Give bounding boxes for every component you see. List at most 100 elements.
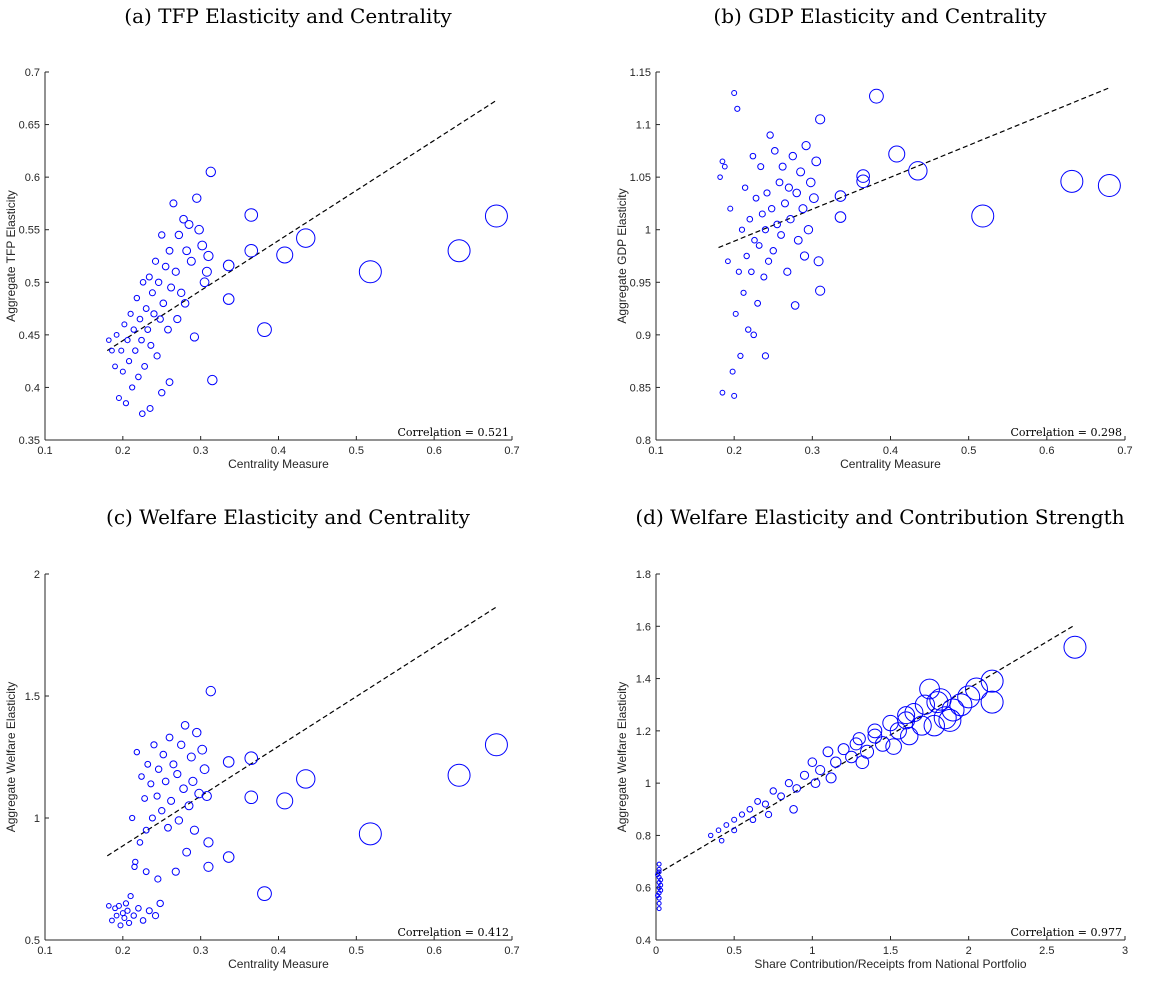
data-point	[159, 750, 168, 759]
data-point	[743, 252, 750, 260]
data-point	[296, 769, 316, 789]
data-point	[825, 772, 837, 784]
x-tick-label: 0.2	[115, 445, 130, 457]
data-point	[151, 912, 160, 920]
data-point	[173, 769, 182, 779]
data-point	[186, 256, 196, 266]
chart-a: 0.1 0.2 0.3 0.4 0.5 0.6 0.7 0.35 0.4 0.45 0.5 0.55 0…	[4, 67, 520, 471]
data-point	[807, 757, 818, 768]
data-point	[276, 246, 294, 264]
data-point	[783, 267, 792, 276]
x-tick-label: 0.6	[427, 945, 442, 957]
data-point	[174, 230, 184, 240]
data-point	[914, 694, 935, 715]
data-point	[725, 258, 731, 265]
x-axis-label-d: Share Contribution/Receipts from Nationa…	[754, 957, 1026, 971]
data-point	[189, 825, 200, 835]
data-point	[484, 204, 508, 228]
data-point	[656, 906, 662, 912]
data-point	[203, 250, 214, 262]
data-point	[810, 778, 821, 789]
data-point	[154, 278, 163, 286]
y-tick-label: 1.5	[25, 691, 40, 703]
data-point	[761, 800, 770, 808]
data-point	[793, 235, 803, 245]
data-point	[139, 917, 147, 924]
data-point	[447, 239, 471, 263]
data-point	[192, 193, 202, 203]
data-point	[222, 756, 235, 768]
data-point	[834, 211, 847, 223]
data-point	[106, 903, 112, 909]
data-point	[184, 801, 194, 811]
data-point	[856, 174, 870, 189]
x-tick-label: 1	[809, 945, 815, 957]
data-point	[938, 708, 962, 732]
data-point	[777, 792, 785, 801]
data-point	[222, 259, 235, 272]
data-point	[158, 388, 166, 397]
data-point	[205, 166, 216, 178]
data-point	[177, 288, 186, 297]
x-tick-label: 0.3	[193, 445, 208, 457]
data-point	[755, 242, 763, 249]
data-point	[746, 215, 754, 223]
data-point	[197, 744, 208, 755]
data-point	[888, 145, 906, 163]
data-point	[923, 714, 945, 737]
data-point	[830, 756, 842, 768]
y-tick-label: 1.8	[636, 569, 651, 581]
data-point	[138, 336, 145, 344]
data-point	[719, 389, 726, 396]
data-point	[142, 868, 150, 876]
data-point	[153, 792, 161, 800]
data-point	[173, 314, 182, 324]
data-point	[179, 214, 188, 224]
y-tick-label: 1.6	[636, 621, 651, 633]
data-point	[119, 910, 126, 917]
data-point	[805, 177, 816, 188]
data-point	[182, 246, 192, 256]
data-point	[171, 867, 180, 876]
x-tick-label: 1.5	[883, 945, 898, 957]
y-tick-label: 1.15	[630, 67, 651, 79]
data-point	[167, 796, 176, 805]
chart-b: 0.1 0.2 0.3 0.4 0.5 0.6 0.7 0.8 0.85 0.9 0.95 1 1.05…	[615, 67, 1133, 471]
data-point	[138, 773, 145, 780]
data-point	[757, 163, 765, 171]
data-point	[358, 260, 382, 284]
data-point	[780, 199, 789, 208]
data-point	[154, 875, 162, 883]
data-point	[749, 152, 757, 160]
x-tick-label: 0.1	[37, 445, 52, 457]
data-point	[169, 199, 178, 208]
y-tick-label: 1.05	[630, 172, 651, 184]
data-point	[929, 688, 952, 711]
y-tick-label: 0.65	[19, 120, 40, 132]
data-point	[113, 331, 120, 338]
data-point	[109, 347, 115, 354]
y-tick-label: 0.55	[19, 225, 40, 237]
data-point	[113, 912, 120, 919]
x-tick-label: 0.2	[115, 945, 130, 957]
x-tick-label: 0.5	[961, 445, 976, 457]
y-tick-label: 1	[645, 225, 651, 237]
data-point	[900, 726, 919, 746]
data-point	[133, 748, 141, 756]
data-point	[719, 158, 726, 165]
data-point	[911, 715, 932, 736]
data-point	[112, 905, 118, 912]
data-point	[205, 685, 216, 697]
data-point	[751, 236, 758, 244]
data-point	[222, 293, 235, 305]
data-point	[856, 169, 870, 183]
data-point	[656, 861, 662, 867]
data-point	[815, 764, 826, 776]
data-point	[165, 733, 174, 742]
data-point	[658, 877, 664, 883]
x-axis-label-c: Centrality Measure	[228, 957, 329, 971]
data-point	[139, 278, 147, 286]
data-point	[767, 204, 776, 213]
x-tick-label: 0.5	[349, 445, 364, 457]
y-tick-label: 0.4	[636, 935, 651, 947]
